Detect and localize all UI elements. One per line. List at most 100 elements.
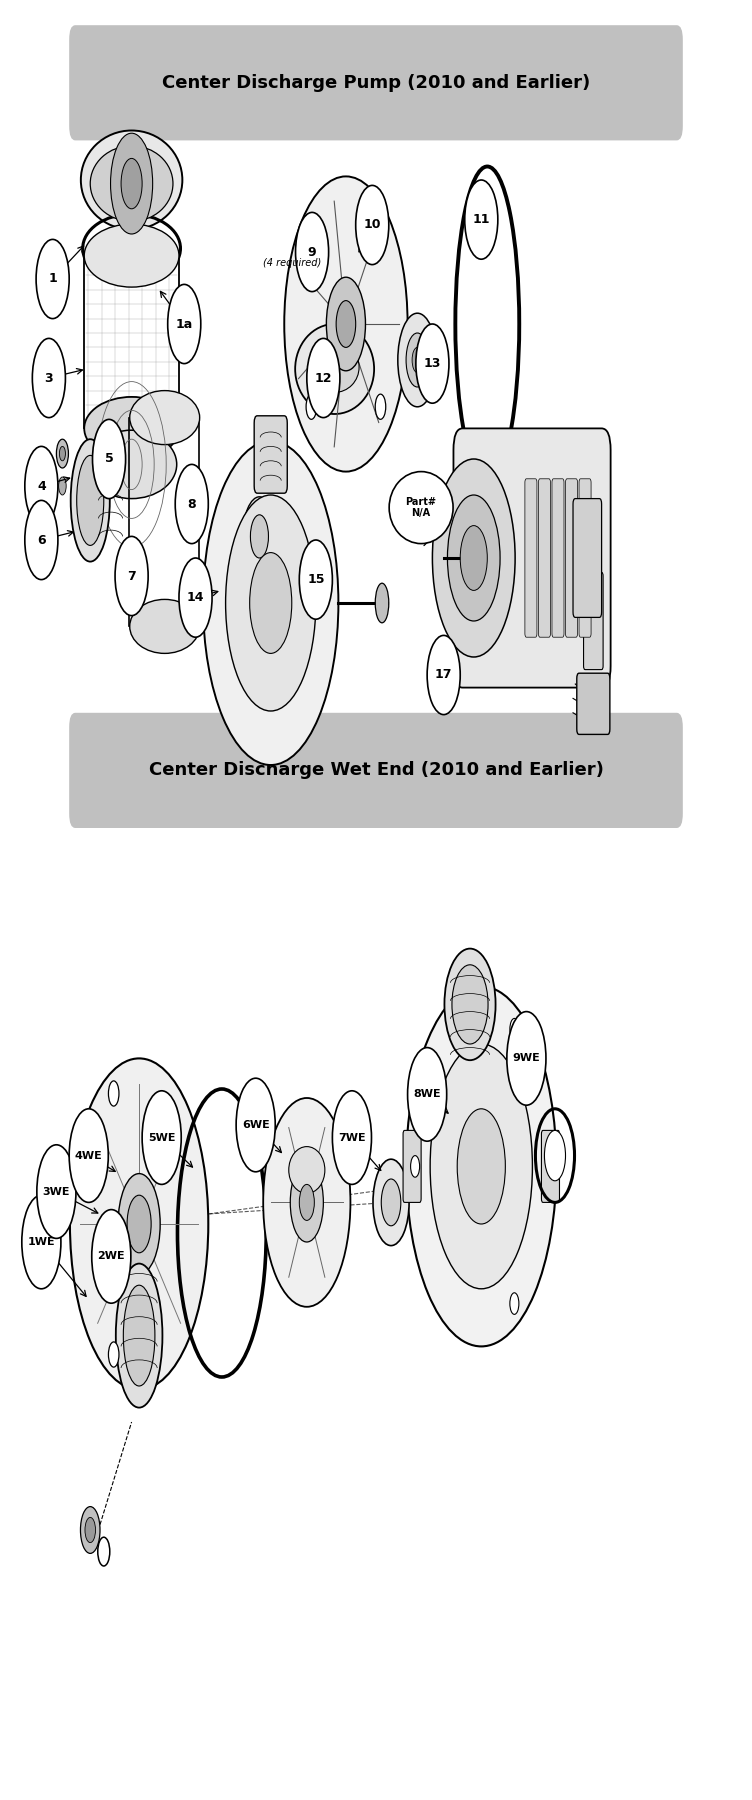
Circle shape: [168, 284, 201, 364]
Circle shape: [406, 333, 429, 387]
Ellipse shape: [390, 472, 453, 544]
Circle shape: [332, 1091, 371, 1184]
Circle shape: [203, 441, 338, 765]
Circle shape: [544, 1130, 566, 1181]
Text: 1WE: 1WE: [28, 1237, 55, 1247]
Text: 7WE: 7WE: [338, 1132, 365, 1143]
Text: 9WE: 9WE: [513, 1053, 540, 1064]
Circle shape: [25, 500, 58, 580]
Circle shape: [296, 212, 329, 292]
Circle shape: [299, 1184, 314, 1220]
FancyBboxPatch shape: [584, 572, 603, 670]
Circle shape: [118, 1174, 160, 1274]
Text: 1: 1: [48, 272, 57, 286]
Circle shape: [121, 158, 142, 209]
Circle shape: [411, 1156, 420, 1177]
Ellipse shape: [80, 131, 183, 229]
Ellipse shape: [123, 1285, 155, 1386]
Circle shape: [69, 1109, 108, 1202]
Ellipse shape: [77, 455, 104, 545]
Ellipse shape: [86, 430, 177, 499]
FancyBboxPatch shape: [577, 673, 610, 734]
Circle shape: [427, 635, 460, 715]
FancyBboxPatch shape: [403, 1130, 421, 1202]
Circle shape: [175, 464, 208, 544]
Circle shape: [306, 229, 317, 254]
Circle shape: [92, 419, 126, 499]
Circle shape: [250, 553, 292, 653]
Text: 4: 4: [37, 479, 46, 493]
FancyBboxPatch shape: [525, 479, 537, 637]
Circle shape: [236, 1078, 275, 1172]
FancyBboxPatch shape: [69, 713, 683, 828]
Ellipse shape: [84, 225, 179, 288]
Circle shape: [507, 1012, 546, 1105]
Ellipse shape: [444, 949, 496, 1060]
Circle shape: [412, 347, 423, 373]
Circle shape: [465, 180, 498, 259]
Circle shape: [460, 526, 487, 590]
Text: 12: 12: [314, 371, 332, 385]
Circle shape: [115, 536, 148, 616]
Circle shape: [36, 239, 69, 319]
Circle shape: [432, 459, 515, 657]
Text: 13: 13: [423, 356, 441, 371]
Circle shape: [356, 185, 389, 265]
Ellipse shape: [129, 599, 199, 653]
Circle shape: [336, 301, 356, 347]
Text: 8WE: 8WE: [414, 1089, 441, 1100]
Text: 6WE: 6WE: [242, 1120, 269, 1130]
Circle shape: [85, 1517, 96, 1543]
Circle shape: [111, 133, 153, 234]
Text: 8: 8: [187, 497, 196, 511]
Circle shape: [375, 229, 386, 254]
FancyBboxPatch shape: [69, 25, 683, 140]
Circle shape: [179, 558, 212, 637]
Text: 10: 10: [363, 218, 381, 232]
Circle shape: [250, 515, 268, 558]
Circle shape: [307, 338, 340, 418]
Circle shape: [32, 338, 65, 418]
Text: 11: 11: [472, 212, 490, 227]
Circle shape: [510, 1019, 519, 1040]
Circle shape: [381, 1179, 401, 1226]
Circle shape: [457, 1109, 505, 1224]
Text: 7: 7: [127, 569, 136, 583]
Ellipse shape: [295, 324, 374, 414]
FancyBboxPatch shape: [579, 479, 591, 637]
Circle shape: [373, 1159, 409, 1246]
FancyBboxPatch shape: [254, 416, 287, 493]
Circle shape: [290, 1163, 323, 1242]
Text: Center Discharge Pump (2010 and Earlier): Center Discharge Pump (2010 and Earlier): [162, 74, 590, 92]
Circle shape: [299, 540, 332, 619]
Circle shape: [406, 986, 556, 1346]
Text: Part#
N/A: Part# N/A: [405, 497, 437, 518]
Ellipse shape: [90, 146, 173, 221]
FancyBboxPatch shape: [552, 479, 564, 637]
Circle shape: [142, 1091, 181, 1184]
Circle shape: [510, 1292, 519, 1314]
Ellipse shape: [129, 391, 199, 445]
Circle shape: [127, 1195, 151, 1253]
Text: 4WE: 4WE: [75, 1150, 102, 1161]
Text: 14: 14: [186, 590, 205, 605]
Circle shape: [243, 497, 276, 576]
Circle shape: [326, 277, 365, 371]
Text: 1a: 1a: [176, 317, 193, 331]
Ellipse shape: [375, 583, 389, 623]
Circle shape: [284, 176, 408, 472]
Ellipse shape: [84, 398, 179, 461]
Circle shape: [37, 1145, 76, 1238]
Text: 17: 17: [435, 668, 453, 682]
Circle shape: [59, 477, 66, 495]
Circle shape: [56, 439, 68, 468]
Ellipse shape: [452, 965, 488, 1044]
Circle shape: [398, 313, 437, 407]
Circle shape: [226, 495, 316, 711]
FancyBboxPatch shape: [453, 428, 611, 688]
Text: 9: 9: [308, 245, 317, 259]
Circle shape: [447, 495, 500, 621]
FancyBboxPatch shape: [538, 479, 550, 637]
Circle shape: [25, 446, 58, 526]
Ellipse shape: [71, 439, 110, 562]
